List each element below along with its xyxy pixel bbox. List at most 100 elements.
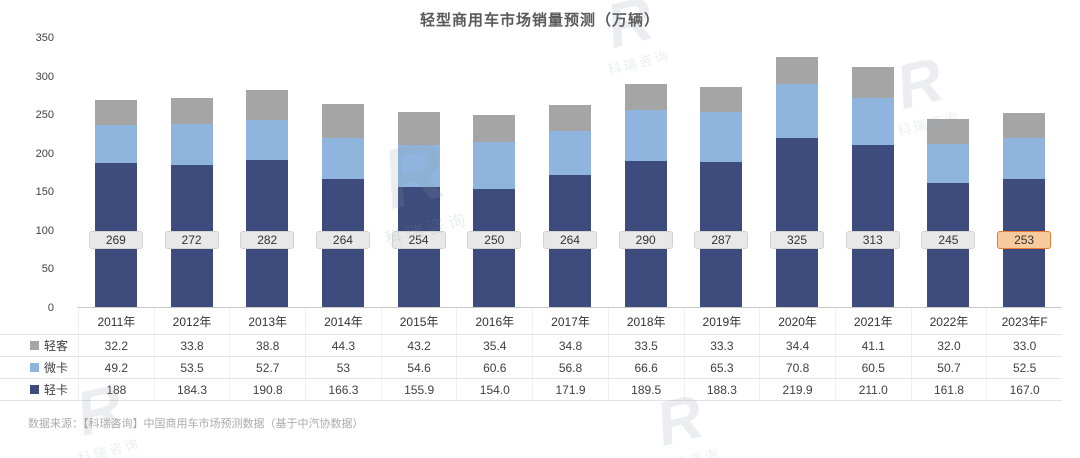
bar-segment-micro-truck <box>397 145 440 188</box>
legend-swatch-light-bus <box>30 341 39 350</box>
total-label: 254 <box>391 231 446 250</box>
value-cell: 219.9 <box>759 379 835 400</box>
watermark-text: 科瑞咨询 <box>656 443 723 458</box>
y-tick-label: 250 <box>35 109 54 122</box>
bar-segment-micro-truck <box>321 138 364 180</box>
value-cell: 52.5 <box>986 357 1062 378</box>
value-cell: 65.3 <box>683 357 760 378</box>
value-cell: 54.6 <box>380 357 457 378</box>
y-axis: 0 50 100 150 200 250 300 350 <box>0 32 62 314</box>
total-label: 253 <box>997 231 1052 250</box>
total-label: 287 <box>694 231 749 250</box>
value-cell: 41.1 <box>834 335 911 356</box>
stacked-bar <box>776 38 819 307</box>
bar-column: 253 <box>986 38 1062 307</box>
bar-column: 272 <box>154 38 230 307</box>
value-cell: 56.8 <box>532 357 608 378</box>
value-cell: 211.0 <box>834 379 911 400</box>
value-cell: 60.6 <box>456 357 532 378</box>
bar-segment-micro-truck <box>473 142 516 189</box>
value-cell: 171.9 <box>532 379 608 400</box>
stacked-bar <box>1003 38 1046 307</box>
total-label: 250 <box>467 231 522 250</box>
total-label: 290 <box>618 231 673 250</box>
value-cell: 166.3 <box>305 379 381 400</box>
data-table: 2011年 2012年 2013年 2014年 2015年 2016年 2017年 2018年… <box>0 308 1062 401</box>
bar-segment-light-bus <box>321 104 364 139</box>
year-cell: 2015年 <box>380 308 457 334</box>
value-cell: 70.8 <box>759 357 835 378</box>
value-cell: 188 <box>78 379 154 400</box>
stacked-bar <box>94 38 137 307</box>
value-cell: 34.4 <box>759 335 835 356</box>
bar-segment-light-bus <box>700 86 743 113</box>
value-cell: 167.0 <box>986 379 1062 400</box>
y-tick-label: 350 <box>35 32 54 44</box>
series-row-light-truck: 轻卡 188 184.3 190.8 166.3 155.9 154.0 171.9 189.5… <box>0 379 1062 401</box>
legend-cell: 轻卡 <box>0 379 78 400</box>
value-cell: 32.2 <box>78 335 154 356</box>
value-cell: 38.8 <box>229 335 305 356</box>
value-cell: 189.5 <box>607 379 684 400</box>
year-cell: 2022年 <box>910 308 987 334</box>
bar-column: 269 <box>78 38 154 307</box>
value-cell: 34.8 <box>532 335 608 356</box>
bar-segment-light-bus <box>851 66 894 99</box>
legend-swatch-light-truck <box>30 385 39 394</box>
bar-column: 290 <box>608 38 684 307</box>
stacked-bar <box>170 38 213 307</box>
value-cell: 66.6 <box>607 357 684 378</box>
value-cell: 190.8 <box>229 379 305 400</box>
value-cell: 33.8 <box>153 335 230 356</box>
y-tick-label: 50 <box>41 263 54 276</box>
value-cell: 188.3 <box>683 379 760 400</box>
bar-column: 245 <box>911 38 987 307</box>
y-tick-label: 0 <box>47 302 54 314</box>
stacked-bar <box>397 38 440 307</box>
bar-segment-light-bus <box>473 114 516 143</box>
bar-column: 254 <box>381 38 457 307</box>
bar-segment-micro-truck <box>700 112 743 163</box>
watermark-text: 科瑞咨询 <box>76 435 143 458</box>
stacked-bar <box>624 38 667 307</box>
table-year-row: 2011年 2012年 2013年 2014年 2015年 2016年 2017年 2018年… <box>0 308 1062 335</box>
value-cell: 33.0 <box>986 335 1062 356</box>
stacked-bar <box>473 38 516 307</box>
series-row-micro-truck: 微卡 49.2 53.5 52.7 53 54.6 60.6 56.8 66.6 65.3 70.8… <box>0 357 1062 379</box>
bar-segment-micro-truck <box>851 98 894 145</box>
stacked-bar <box>927 38 970 307</box>
year-cell: 2023年F <box>986 308 1062 334</box>
value-cell: 33.3 <box>683 335 760 356</box>
legend-cell: 微卡 <box>0 357 78 378</box>
y-tick-label: 300 <box>35 70 54 83</box>
stacked-bar <box>851 38 894 307</box>
value-cell: 35.4 <box>456 335 532 356</box>
series-name: 轻客 <box>44 339 69 353</box>
bar-segment-micro-truck <box>624 110 667 162</box>
bar-segment-light-bus <box>1003 112 1046 139</box>
y-tick-label: 200 <box>35 147 54 160</box>
bar-segment-light-bus <box>94 99 137 125</box>
bar-segment-micro-truck <box>1003 138 1046 179</box>
bar-segment-light-bus <box>776 57 819 84</box>
bar-column: 264 <box>305 38 381 307</box>
bar-column: 313 <box>835 38 911 307</box>
stacked-bar <box>548 38 591 307</box>
value-cell: 184.3 <box>153 379 230 400</box>
y-tick-label: 150 <box>35 186 54 199</box>
value-cell: 60.5 <box>834 357 911 378</box>
value-cell: 50.7 <box>910 357 987 378</box>
year-cell: 2018年 <box>607 308 684 334</box>
total-label: 264 <box>542 231 597 250</box>
source-note: 数据来源：【科瑞咨询】中国商用车市场预测数据（基于中汽协数据） <box>28 418 364 430</box>
year-cell: 2011年 <box>78 308 154 334</box>
bar-segment-light-truck <box>776 138 819 307</box>
value-cell: 32.0 <box>910 335 987 356</box>
year-cell: 2012年 <box>153 308 230 334</box>
table-corner-cell <box>0 308 78 334</box>
stacked-bar <box>246 38 289 307</box>
stacked-bar <box>700 38 743 307</box>
chart-title: 轻型商用车市场销量预测（万辆） <box>419 12 660 29</box>
total-label: 325 <box>770 231 825 250</box>
